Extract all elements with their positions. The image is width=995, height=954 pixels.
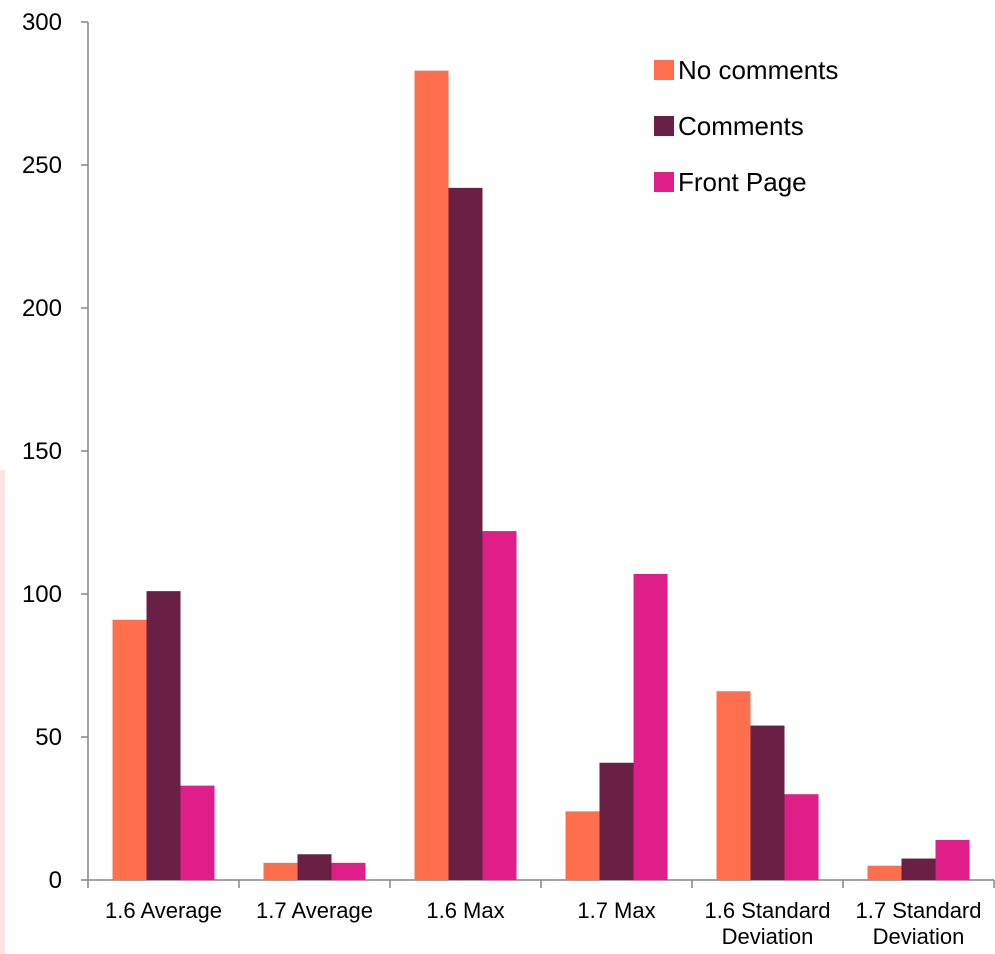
bar (331, 862, 366, 880)
x-category-label: 1.7 Max (577, 898, 655, 923)
page-edge-strip (0, 470, 5, 954)
bar (263, 862, 298, 880)
bar (414, 70, 449, 881)
legend-swatch (654, 60, 674, 80)
bar (448, 187, 483, 880)
bar (633, 573, 668, 880)
legend-swatch (654, 116, 674, 136)
x-category-label: 1.7 Standard (856, 898, 982, 923)
y-tick-label: 200 (22, 295, 62, 322)
x-category-label: 1.6 Average (105, 898, 222, 923)
legend-swatch (654, 172, 674, 192)
category-labels: 1.6 Average 1.7 Average 1.6 Max 1.7 Max 1.6 … (105, 898, 982, 949)
bar-series-group (112, 70, 970, 881)
bar (716, 691, 751, 880)
y-axis: 0 50 100 150 200 250 300 (22, 9, 89, 894)
legend-label: Comments (678, 111, 804, 141)
x-category-label: Deviation (873, 924, 965, 949)
legend: No comments Comments Front Page (654, 55, 838, 197)
y-tick-label: 50 (35, 724, 62, 751)
legend-label: Front Page (678, 167, 807, 197)
bar (599, 762, 634, 880)
bar (482, 531, 517, 880)
legend-label: No comments (678, 55, 838, 85)
x-axis (87, 879, 995, 888)
y-tick-label: 100 (22, 581, 62, 608)
x-category-label: 1.7 Average (256, 898, 373, 923)
x-category-label: Deviation (722, 924, 814, 949)
y-tick-label: 250 (22, 152, 62, 179)
y-tick-label: 150 (22, 438, 62, 465)
x-category-label: 1.6 Max (426, 898, 504, 923)
bar (784, 794, 819, 880)
y-tick-label: 300 (22, 9, 62, 36)
bar (180, 785, 215, 880)
x-category-label: 1.6 Standard (705, 898, 831, 923)
bar (297, 854, 332, 880)
bar (867, 865, 902, 880)
bar (750, 725, 785, 880)
bar (935, 839, 970, 880)
bar (565, 811, 600, 880)
bar (901, 858, 936, 880)
y-tick-label: 0 (49, 867, 62, 894)
bar (112, 619, 147, 880)
bar (146, 591, 181, 880)
